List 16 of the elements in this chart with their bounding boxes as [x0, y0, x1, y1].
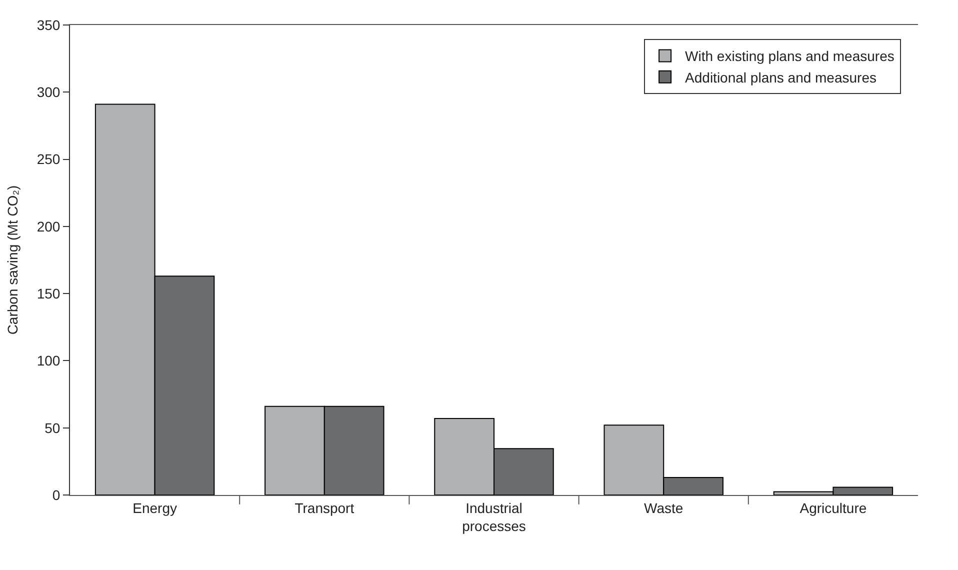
- y-tick-label: 100: [36, 352, 60, 369]
- y-tick-label: 0: [52, 486, 60, 503]
- legend-label: With existing plans and measures: [685, 48, 894, 64]
- x-tick-label: Waste: [644, 500, 684, 516]
- x-tick-label: Agriculture: [800, 500, 867, 516]
- y-tick-label: 50: [44, 420, 60, 436]
- y-tick-label: 200: [36, 218, 60, 234]
- y-tick-label: 350: [36, 16, 60, 33]
- y-axis-title: Carbon saving (Mt CO₂): [4, 185, 20, 335]
- legend-label: Additional plans and measures: [685, 69, 877, 86]
- y-tick-label: 300: [36, 84, 60, 100]
- y-tick-label: 150: [36, 285, 60, 302]
- x-tick-label: Transport: [294, 500, 354, 516]
- y-tick-label: 250: [36, 151, 60, 168]
- x-tick-label: Energy: [132, 500, 177, 516]
- x-tick-label: Industrial processes: [462, 500, 526, 534]
